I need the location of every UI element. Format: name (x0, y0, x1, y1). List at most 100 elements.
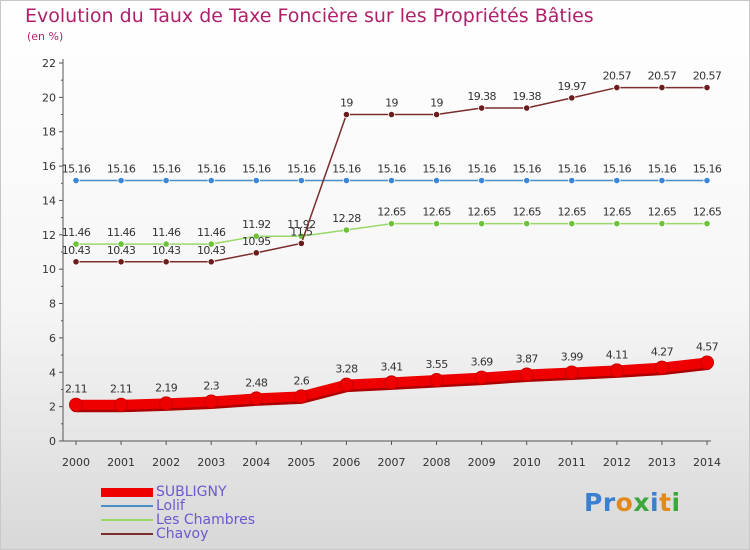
y-tick-label: 20 (42, 91, 56, 104)
data-label-subligny: 2.3 (203, 379, 219, 392)
data-label-chavoy: 20.57 (603, 70, 632, 83)
data-point-lolif (387, 176, 396, 185)
legend-label-chavoy: Chavoy (156, 526, 209, 542)
data-point-lolif (613, 176, 621, 185)
unit-label: (en %) (27, 30, 64, 43)
data-label-chavoy: 19.38 (512, 90, 541, 103)
data-point-les-chambres (387, 220, 396, 228)
chart-title: Evolution du Taux de Taxe Foncière sur l… (25, 5, 594, 27)
data-label-chavoy: 10.95 (242, 235, 271, 248)
data-point-chavoy (658, 83, 666, 92)
data-point-chavoy (162, 258, 170, 266)
data-label-subligny: 3.99 (561, 350, 584, 363)
data-label-lolif: 15.16 (377, 163, 406, 176)
data-point-subligny (114, 397, 129, 412)
data-label-chavoy: 10.43 (62, 244, 91, 257)
data-label-chavoy: 19 (385, 97, 398, 110)
x-tick-label: 2008 (423, 456, 451, 469)
data-point-les-chambres (658, 220, 666, 228)
data-label-les-chambres: 12.65 (467, 206, 496, 219)
data-point-lolif (72, 176, 80, 185)
data-point-lolif (162, 176, 170, 185)
x-tick-label: 2002 (152, 456, 180, 469)
data-point-subligny (474, 370, 489, 385)
data-label-lolif: 15.16 (422, 163, 451, 176)
data-label-chavoy: 10.43 (152, 244, 181, 257)
data-point-les-chambres (432, 220, 441, 228)
data-point-subligny (159, 396, 174, 411)
data-point-subligny (339, 377, 354, 392)
data-label-les-chambres: 12.65 (512, 206, 541, 219)
data-point-chavoy (207, 258, 215, 266)
data-label-lolif: 15.16 (197, 163, 226, 176)
y-tick-label: 8 (49, 298, 56, 311)
data-label-chavoy: 10.43 (107, 244, 136, 257)
data-point-lolif (703, 176, 711, 185)
data-point-lolif (568, 176, 576, 185)
data-label-subligny: 3.41 (380, 360, 402, 373)
data-point-subligny (294, 389, 309, 404)
data-point-les-chambres (478, 220, 486, 228)
data-point-chavoy (297, 239, 305, 248)
data-label-lolif: 15.16 (693, 163, 722, 176)
data-point-subligny (384, 375, 399, 390)
x-tick-label: 2011 (558, 456, 586, 469)
data-label-subligny: 2.19 (155, 381, 178, 394)
data-point-chavoy (568, 94, 576, 102)
data-point-les-chambres (523, 220, 531, 228)
data-point-les-chambres (207, 240, 215, 248)
x-tick-label: 2004 (242, 456, 270, 469)
logo-letter: t (659, 488, 672, 517)
data-label-chavoy: 19 (430, 97, 443, 110)
data-point-lolif (478, 176, 486, 185)
data-label-les-chambres: 11.46 (62, 226, 91, 239)
data-point-chavoy (613, 83, 621, 92)
data-label-les-chambres: 11.46 (152, 226, 181, 239)
legend-label-les-chambres: Les Chambres (156, 512, 256, 528)
logo-letter: i (650, 488, 660, 517)
data-label-chavoy: 19.97 (558, 80, 587, 93)
data-label-les-chambres: 12.65 (648, 206, 677, 219)
data-point-chavoy (478, 104, 486, 112)
data-label-les-chambres: 12.65 (693, 206, 722, 219)
data-label-lolif: 15.16 (242, 163, 271, 176)
y-tick-label: 22 (42, 57, 56, 70)
data-point-chavoy (523, 104, 531, 112)
x-tick-label: 2006 (332, 456, 360, 469)
data-point-subligny (519, 367, 534, 382)
y-tick-label: 4 (49, 366, 56, 379)
x-tick-label: 2000 (62, 456, 90, 469)
data-point-chavoy (342, 110, 351, 119)
data-point-les-chambres (162, 240, 170, 248)
data-label-chavoy: 19 (340, 97, 353, 110)
logo-letter: r (602, 488, 616, 517)
data-label-lolif: 15.16 (467, 163, 496, 176)
y-tick-label: 10 (42, 263, 56, 276)
data-point-subligny (69, 397, 83, 412)
data-label-subligny: 3.87 (516, 353, 539, 366)
data-point-lolif (297, 176, 305, 185)
data-point-les-chambres (117, 240, 125, 248)
x-tick-label: 2001 (107, 456, 135, 469)
data-label-lolif: 15.16 (558, 163, 587, 176)
legend-swatch-les-chambres (101, 519, 153, 521)
y-tick-label: 18 (42, 126, 56, 139)
x-tick-label: 2010 (513, 456, 541, 469)
data-point-chavoy (703, 83, 711, 92)
x-tick-label: 2007 (378, 456, 406, 469)
data-label-chavoy: 20.57 (648, 70, 677, 83)
logo-letter: x (633, 488, 650, 517)
x-tick-label: 2013 (648, 456, 676, 469)
data-point-chavoy (432, 110, 441, 119)
data-label-lolif: 15.16 (62, 163, 91, 176)
data-label-subligny: 4.57 (696, 340, 719, 353)
legend-label-lolif: Lolif (156, 498, 185, 514)
data-point-lolif (523, 176, 531, 185)
data-point-lolif (252, 176, 260, 185)
data-label-subligny: 3.69 (471, 356, 494, 369)
data-label-les-chambres: 12.65 (558, 206, 587, 219)
data-label-lolif: 15.16 (648, 163, 677, 176)
y-tick-label: 0 (49, 435, 56, 448)
